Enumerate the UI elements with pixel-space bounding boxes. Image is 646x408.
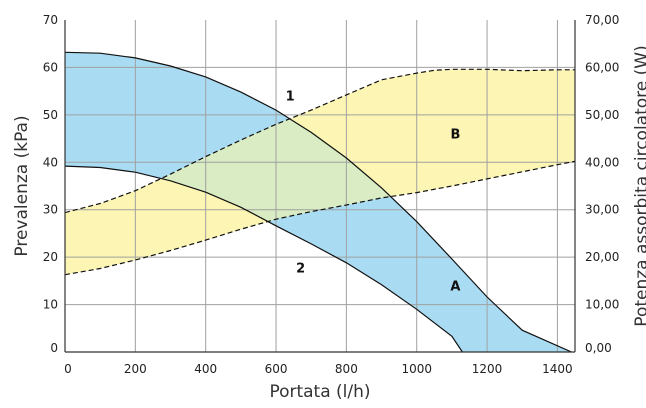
x-tick-label: 400 — [194, 362, 217, 376]
curve-annotations: 1 2 A B — [286, 90, 461, 295]
x-tick-label: 600 — [265, 362, 288, 376]
x-tick-label: 200 — [124, 362, 147, 376]
y2-tick-label: 10,00 — [585, 298, 619, 312]
y-tick-label: 10 — [43, 298, 58, 312]
y-tick-label: 70 — [43, 13, 58, 27]
y2-tick-label: 20,00 — [585, 250, 619, 264]
plot-frame — [64, 20, 576, 353]
y-tick-label: 0 — [50, 341, 58, 355]
y-tick-label: 30 — [43, 203, 58, 217]
x-tick-labels: 0 200 400 600 800 1000 1200 1400 — [64, 362, 573, 376]
x-tick-label: 0 — [64, 362, 72, 376]
y2-tick-labels: 0,00 10,00 20,00 30,00 40,00 50,00 60,00 70,00 — [585, 13, 619, 355]
y-tick-label: 40 — [43, 155, 58, 169]
y-tick-label: 50 — [43, 108, 58, 122]
x-tick-label: 1200 — [472, 362, 503, 376]
y-tick-label: 60 — [43, 60, 58, 74]
y2-tick-label: 50,00 — [585, 108, 619, 122]
annotation-label: B — [450, 128, 460, 143]
power-curve-2-line — [65, 68, 575, 214]
x-tick-label: 1400 — [542, 362, 573, 376]
x-tick-label: 1000 — [401, 362, 432, 376]
series-lines — [65, 51, 575, 352]
y-tick-label: 20 — [43, 250, 58, 264]
y2-tick-label: 40,00 — [585, 155, 619, 169]
power-curve-3-line — [65, 160, 575, 276]
y2-axis-title: Potenza assorbita circolatore (W) — [632, 45, 646, 326]
annotation-label: 2 — [296, 261, 305, 276]
y2-tick-label: 0,00 — [585, 341, 612, 355]
y2-tick-label: 60,00 — [585, 60, 619, 74]
curve-1-line — [65, 51, 572, 352]
y2-tick-label: 70,00 — [585, 13, 619, 27]
plot-area — [64, 20, 576, 353]
annotation-label: A — [450, 279, 460, 294]
y-tick-labels: 0 10 20 30 40 50 60 70 — [43, 13, 58, 355]
x-tick-label: 800 — [335, 362, 358, 376]
curve-2-line — [65, 165, 463, 352]
annotation-label: 1 — [286, 90, 295, 105]
x-axis-title: Portata (l/h) — [269, 382, 370, 402]
y-axis-title: Prevalenza (kPa) — [12, 115, 32, 256]
y2-tick-label: 30,00 — [585, 203, 619, 217]
bands — [65, 52, 575, 352]
grid — [65, 20, 575, 352]
